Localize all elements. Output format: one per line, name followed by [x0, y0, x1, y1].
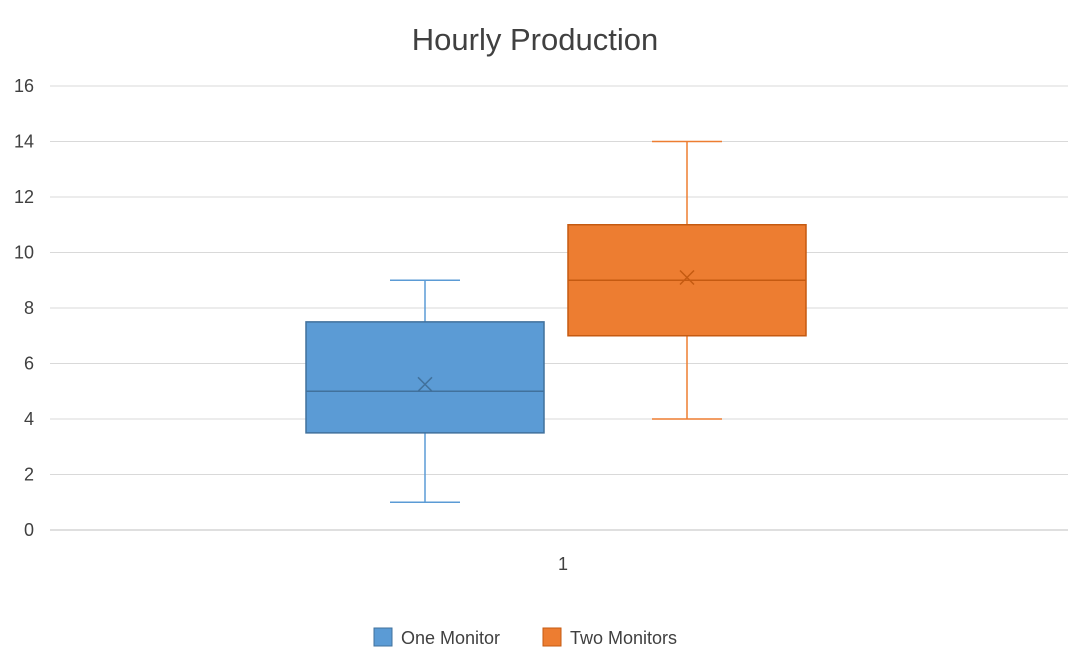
mean-marker — [417, 376, 433, 392]
y-tick-label: 16 — [14, 76, 34, 96]
y-tick-label: 8 — [24, 298, 34, 318]
legend-swatch — [542, 627, 562, 647]
legend-swatch — [373, 627, 393, 647]
box-two-monitors — [567, 140, 807, 420]
y-tick-label: 12 — [14, 187, 34, 207]
y-tick-label: 2 — [24, 465, 34, 485]
x-tick-label: 1 — [558, 554, 568, 574]
mean-marker — [679, 269, 695, 286]
iqr-box — [305, 321, 545, 434]
legend-label: One Monitor — [401, 628, 500, 648]
y-tick-label: 6 — [24, 354, 34, 374]
y-tick-label: 14 — [14, 132, 34, 152]
chart-title: Hourly Production — [412, 22, 658, 57]
y-tick-label: 0 — [24, 520, 34, 540]
y-tick-label: 10 — [14, 243, 34, 263]
gridlines — [50, 85, 1068, 531]
legend: One Monitor Two Monitors — [373, 627, 677, 648]
legend-label: Two Monitors — [570, 628, 677, 648]
y-tick-label: 4 — [24, 409, 34, 429]
y-axis-ticks: 0 2 4 6 8 10 12 14 16 — [14, 76, 34, 540]
box-series — [305, 140, 807, 503]
x-axis-ticks: 1 — [558, 554, 568, 574]
box-one-monitor — [305, 279, 545, 503]
